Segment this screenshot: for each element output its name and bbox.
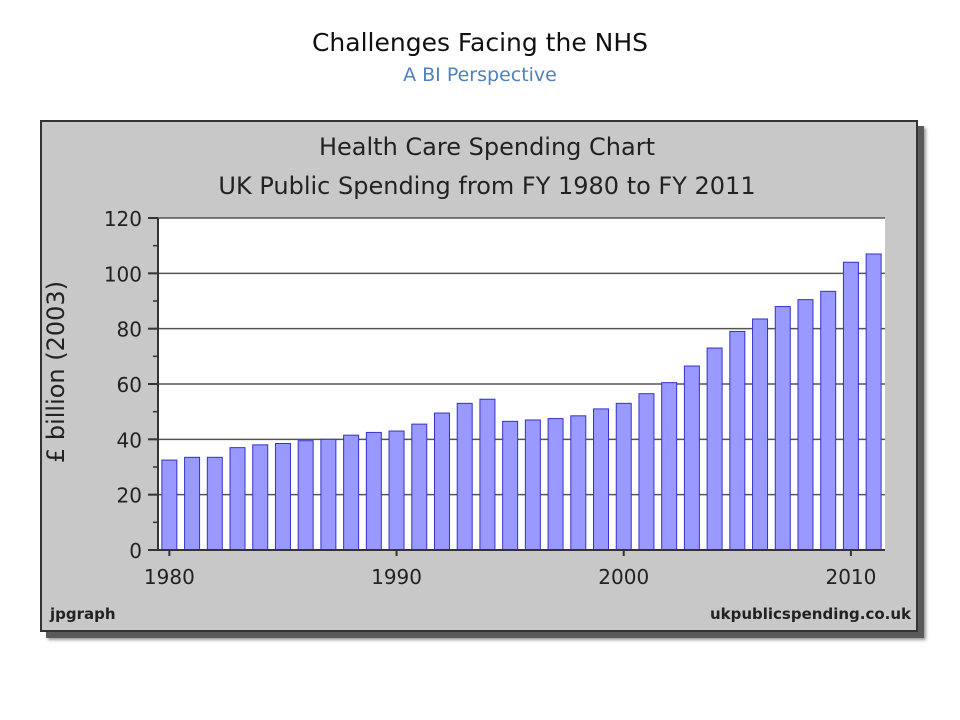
y-axis-label: £ billion (2003) (42, 281, 70, 463)
bar (615, 402, 632, 551)
bar (570, 415, 587, 551)
bar (388, 430, 405, 551)
bar (343, 434, 360, 551)
y-tick-label: 40 (117, 428, 142, 452)
bar (638, 393, 655, 551)
bars-layer (161, 253, 882, 551)
bar (729, 330, 746, 551)
bar (297, 440, 314, 551)
y-tick-label: 120 (104, 207, 142, 231)
bar (865, 253, 882, 551)
x-tick-label: 1990 (371, 565, 422, 589)
bar (229, 447, 246, 551)
bar (820, 290, 837, 551)
chart-subtitle: UK Public Spending from FY 1980 to FY 20… (218, 172, 755, 200)
bar (706, 347, 723, 551)
bar (661, 382, 678, 551)
bar (683, 365, 700, 551)
bar (547, 418, 564, 551)
bar (320, 438, 337, 551)
bar (797, 299, 814, 551)
bar (365, 431, 382, 551)
slide-title: Challenges Facing the NHS (311, 28, 649, 57)
footer-right: ukpublicspending.co.uk (710, 605, 912, 623)
bar (774, 306, 791, 551)
y-tick-label: 100 (104, 262, 142, 286)
chart-frame: Health Care Spending Chart UK Public Spe… (40, 120, 918, 632)
y-tick-label: 60 (117, 373, 142, 397)
bar (206, 456, 223, 551)
bar (411, 423, 428, 551)
bar (252, 444, 269, 551)
bar (502, 420, 519, 551)
bar (479, 398, 496, 551)
y-tick-label: 80 (117, 318, 142, 342)
bar (433, 412, 450, 551)
bar (184, 456, 201, 551)
bar (524, 419, 541, 551)
x-tick-label: 2000 (598, 565, 649, 589)
slide-subtitle: A BI Perspective (403, 64, 557, 86)
footer-left: jpgraph (49, 605, 116, 623)
bar (593, 408, 610, 551)
bar (161, 459, 178, 551)
bar (752, 318, 769, 551)
axis-layer: 0 20 40 60 80 100 120 1980 1990 2000 2010 (104, 207, 885, 589)
y-tick-label: 0 (129, 539, 142, 563)
y-tick-label: 20 (117, 484, 142, 508)
chart-title: Health Care Spending Chart (319, 133, 655, 161)
bar (842, 261, 859, 551)
bar (456, 402, 473, 551)
x-tick-label: 2010 (825, 565, 876, 589)
x-tick-label: 1980 (144, 565, 195, 589)
bar (274, 442, 291, 551)
chart-svg: Health Care Spending Chart UK Public Spe… (42, 133, 912, 623)
